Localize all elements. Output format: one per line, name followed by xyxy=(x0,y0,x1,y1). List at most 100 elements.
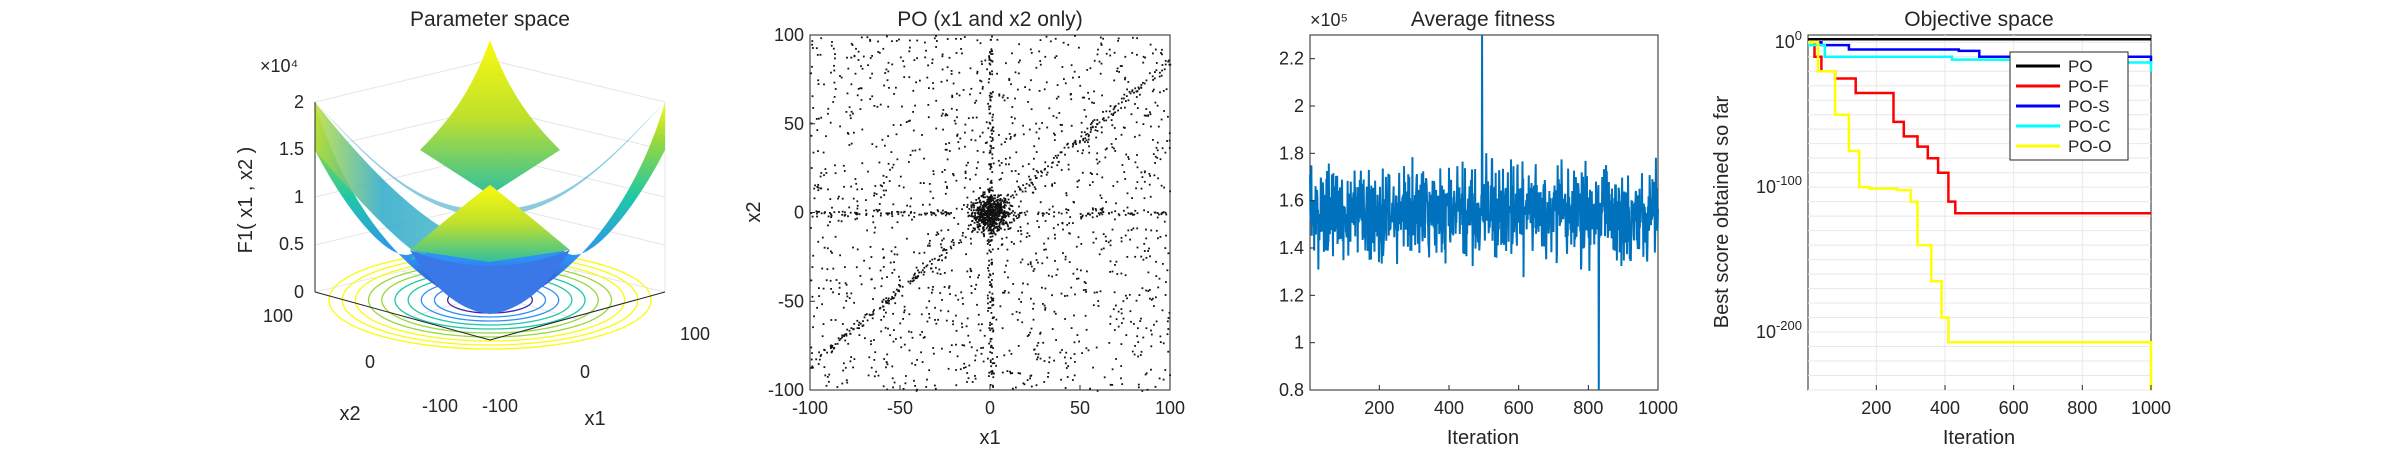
scatter-point xyxy=(997,159,1000,162)
scatter-point xyxy=(843,185,845,188)
scatter-point xyxy=(893,261,895,264)
scatter-point xyxy=(974,377,977,380)
x-tick-label: -100 xyxy=(792,398,828,418)
scatter-point xyxy=(927,244,929,247)
scatter-point xyxy=(1065,211,1068,214)
scatter-point xyxy=(839,337,842,340)
scatter-point xyxy=(908,349,911,352)
scatter-point xyxy=(902,186,905,189)
scatter-point xyxy=(1085,347,1088,350)
scatter-point xyxy=(1004,198,1007,200)
scatter-point xyxy=(886,388,889,391)
scatter-point xyxy=(1088,134,1090,137)
scatter-point xyxy=(831,252,833,254)
scatter-point xyxy=(940,254,943,256)
scatter-point xyxy=(907,120,910,123)
scatter-point xyxy=(978,207,981,209)
scatter-point xyxy=(1004,216,1007,218)
scatter-point xyxy=(913,279,915,282)
scatter-point xyxy=(1127,158,1130,160)
scatter-point xyxy=(991,362,994,365)
scatter-point xyxy=(820,172,823,174)
scatter-point xyxy=(976,39,979,42)
scatter-point xyxy=(987,276,990,279)
scatter-point xyxy=(949,293,951,295)
scatter-point xyxy=(1089,387,1091,390)
scatter-point xyxy=(831,346,833,348)
scatter-point xyxy=(997,213,1000,215)
scatter-point xyxy=(869,246,872,248)
scatter-point xyxy=(1018,298,1020,301)
scatter-point xyxy=(1113,79,1116,82)
scatter-point xyxy=(987,127,990,130)
scatter-point xyxy=(839,75,841,77)
scatter-point xyxy=(991,248,994,251)
scatter-point xyxy=(886,35,888,38)
scatter-point xyxy=(1010,353,1013,355)
scatter-point xyxy=(1139,93,1141,96)
scatter-point xyxy=(1128,90,1131,93)
scatter-point xyxy=(961,326,964,329)
scatter-point xyxy=(837,337,840,340)
scatter-point xyxy=(841,382,844,385)
scatter-point xyxy=(1018,212,1021,215)
scatter-point xyxy=(1007,214,1010,217)
scatter-point xyxy=(1124,214,1127,216)
scatter-point xyxy=(928,203,931,206)
scatter-point xyxy=(983,216,986,219)
scatter-point xyxy=(1054,37,1057,40)
scatter-point xyxy=(1035,131,1038,134)
scatter-point xyxy=(946,212,949,215)
scatter-point xyxy=(892,203,895,206)
scatter-point xyxy=(889,334,891,337)
scatter-point xyxy=(993,372,995,375)
scatter-point xyxy=(1012,218,1015,221)
scatter-point xyxy=(984,142,987,144)
scatter-point xyxy=(988,78,991,80)
scatter-point xyxy=(1168,147,1171,149)
scatter-point xyxy=(1014,170,1017,172)
scatter-point xyxy=(833,211,836,214)
scatter-point xyxy=(961,234,964,237)
scatter-point xyxy=(950,247,953,250)
scatter-point xyxy=(1042,303,1044,305)
scatter-point xyxy=(1159,341,1162,343)
scatter-point xyxy=(986,294,989,297)
scatter-point xyxy=(1047,237,1050,240)
scatter-point xyxy=(1035,252,1037,255)
scatter-point xyxy=(991,218,993,221)
scatter-point xyxy=(976,208,979,210)
scatter-point xyxy=(955,52,958,54)
scatter-point xyxy=(821,267,824,270)
scatter-point xyxy=(983,202,986,204)
scatter-point xyxy=(970,346,973,349)
scatter-point xyxy=(953,217,956,219)
scatter-point xyxy=(881,277,883,280)
scatter-point xyxy=(989,307,992,309)
scatter-point xyxy=(1087,349,1090,352)
surface-center-peak xyxy=(410,185,570,262)
scatter-point xyxy=(1082,139,1085,142)
scatter-point xyxy=(891,40,893,43)
scatter-point xyxy=(980,352,983,355)
scatter-point xyxy=(1108,342,1111,344)
scatter-point xyxy=(990,197,992,200)
scatter-point xyxy=(923,336,926,338)
scatter-point xyxy=(1032,302,1035,305)
scatter-point xyxy=(1102,233,1105,235)
scatter-point xyxy=(1150,298,1153,301)
scatter-point xyxy=(1120,377,1122,380)
scatter-point xyxy=(855,47,857,50)
scatter-point xyxy=(933,37,936,40)
scatter-point xyxy=(941,68,944,71)
scatter-point xyxy=(1132,36,1134,39)
scatter-point xyxy=(925,49,927,52)
scatter-point xyxy=(1074,141,1077,143)
scatter-point xyxy=(1010,241,1013,243)
scatter-point xyxy=(991,137,994,139)
scatter-point xyxy=(964,123,967,126)
scatter-point xyxy=(1085,115,1087,118)
scatter-point xyxy=(1080,135,1083,138)
scatter-point xyxy=(988,327,991,329)
scatter-point xyxy=(961,52,963,55)
